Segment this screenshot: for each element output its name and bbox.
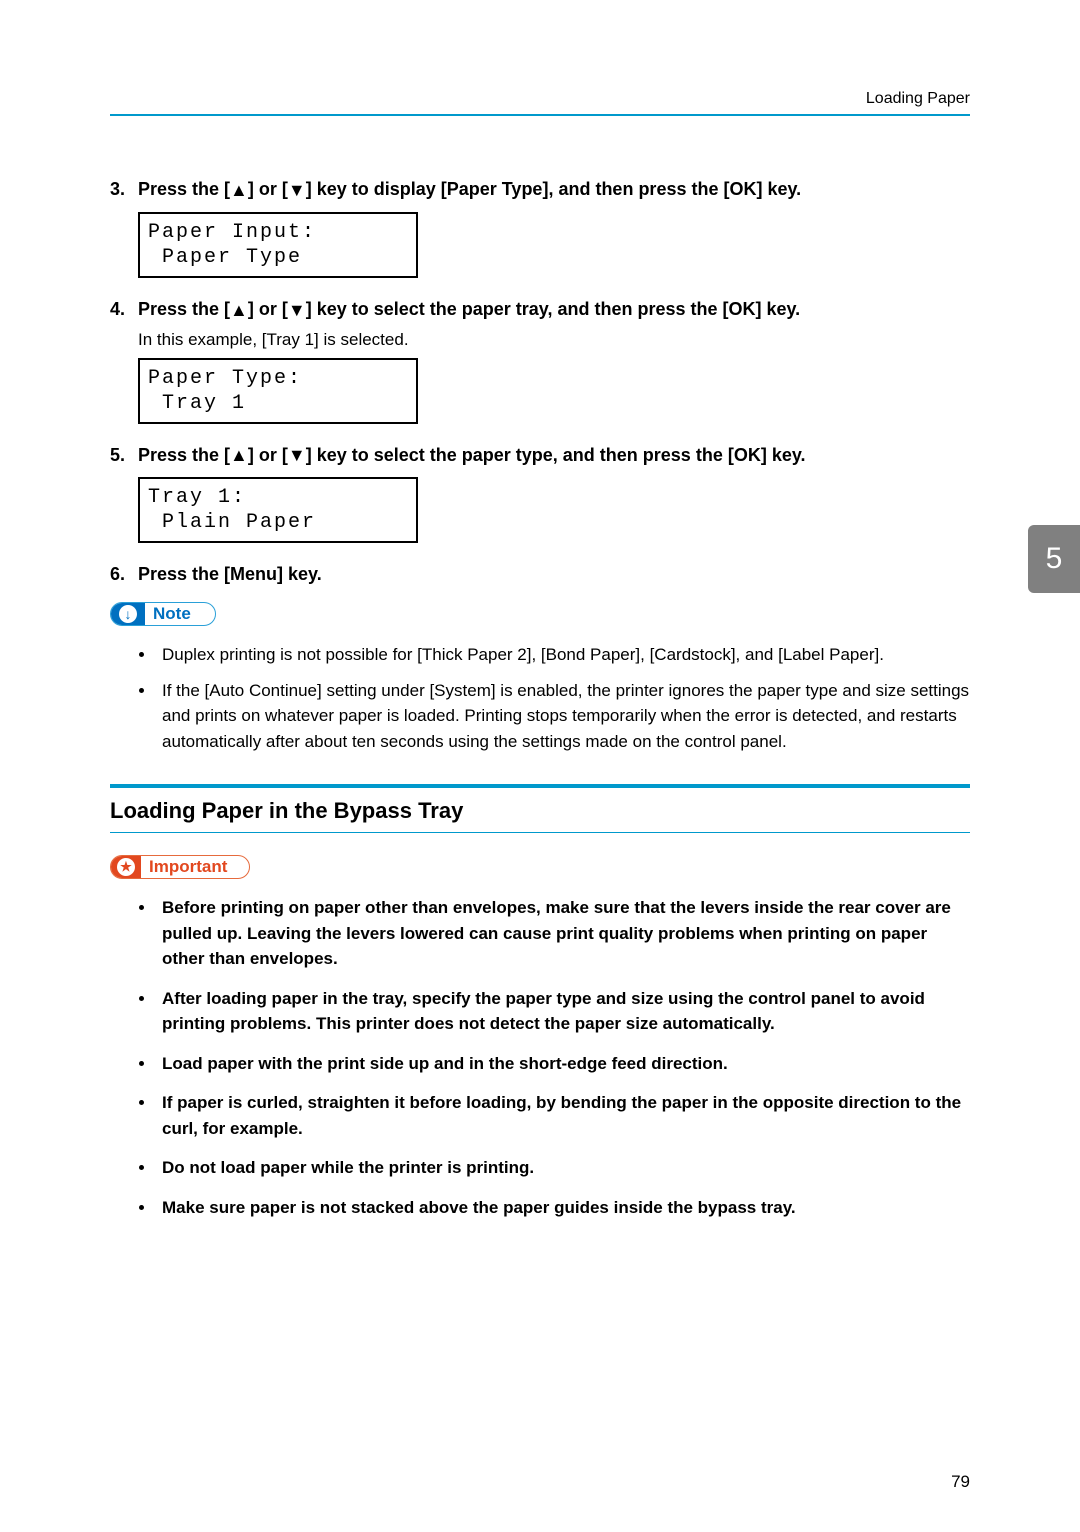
chapter-tab: 5	[1028, 525, 1080, 593]
note-badge: ↓	[111, 603, 145, 625]
note-callout: ↓ Note	[110, 602, 970, 626]
lcd-line-2: Tray 1	[148, 391, 408, 416]
step-number: 5.	[110, 442, 125, 469]
lcd-display: Paper Type: Tray 1	[138, 358, 418, 424]
step-text-post: ] key to select the paper type, and then…	[306, 445, 806, 465]
lcd-line-1: Paper Input:	[148, 220, 408, 245]
up-arrow-icon: ▲	[230, 442, 248, 469]
step-text: Press the [▲] or [▼] key to display [Pap…	[138, 176, 970, 204]
important-bullet: After loading paper in the tray, specify…	[156, 986, 970, 1037]
step-text: Press the [Menu] key.	[138, 561, 970, 588]
lcd-line-1: Paper Type:	[148, 366, 408, 391]
up-arrow-icon: ▲	[230, 297, 248, 324]
lcd-display: Paper Input: Paper Type	[138, 212, 418, 278]
important-callout: ★ Important	[110, 855, 970, 879]
down-arrow-icon: ▼	[288, 297, 306, 324]
section-heading: Loading Paper in the Bypass Tray	[110, 784, 970, 833]
important-bullet: Before printing on paper other than enve…	[156, 895, 970, 972]
step-number: 4.	[110, 296, 125, 323]
page-header-breadcrumb: Loading Paper	[110, 90, 970, 108]
step-subtext: In this example, [Tray 1] is selected.	[138, 330, 970, 350]
important-bullet: Do not load paper while the printer is p…	[156, 1155, 970, 1181]
important-bullet: Make sure paper is not stacked above the…	[156, 1195, 970, 1221]
note-label: Note	[145, 604, 191, 624]
step-text-mid: ] or [	[248, 179, 288, 199]
lcd-display: Tray 1: Plain Paper	[138, 477, 418, 543]
important-badge: ★	[111, 856, 141, 878]
step-text-post: ] key to select the paper tray, and then…	[306, 299, 800, 319]
step-text-mid: ] or [	[248, 299, 288, 319]
important-bullet: If paper is curled, straighten it before…	[156, 1090, 970, 1141]
lcd-line-1: Tray 1:	[148, 485, 408, 510]
step-text: Press the [▲] or [▼] key to select the p…	[138, 296, 970, 324]
down-arrow-icon: ▼	[288, 177, 306, 204]
step-text-pre: Press the [	[138, 179, 230, 199]
note-icon: ↓	[119, 605, 137, 623]
important-bullet-list: Before printing on paper other than enve…	[110, 895, 970, 1220]
step-text: Press the [▲] or [▼] key to select the p…	[138, 442, 970, 470]
lcd-line-2: Paper Type	[148, 245, 408, 270]
note-bullet: If the [Auto Continue] setting under [Sy…	[156, 678, 970, 755]
step-5: 5. Press the [▲] or [▼] key to select th…	[110, 442, 970, 544]
header-rule	[110, 114, 970, 116]
lcd-line-2: Plain Paper	[148, 510, 408, 535]
up-arrow-icon: ▲	[230, 177, 248, 204]
page-number: 79	[951, 1472, 970, 1492]
step-number: 3.	[110, 176, 125, 203]
down-arrow-icon: ▼	[288, 442, 306, 469]
step-6: 6. Press the [Menu] key.	[110, 561, 970, 588]
step-text-pre: Press the [	[138, 299, 230, 319]
step-3: 3. Press the [▲] or [▼] key to display […	[110, 176, 970, 278]
step-4: 4. Press the [▲] or [▼] key to select th…	[110, 296, 970, 424]
step-text-mid: ] or [	[248, 445, 288, 465]
note-bullet-list: Duplex printing is not possible for [Thi…	[110, 642, 970, 754]
important-label: Important	[141, 857, 227, 877]
important-bullet: Load paper with the print side up and in…	[156, 1051, 970, 1077]
step-text-pre: Press the [	[138, 445, 230, 465]
note-bullet: Duplex printing is not possible for [Thi…	[156, 642, 970, 668]
important-icon: ★	[117, 858, 135, 876]
step-number: 6.	[110, 561, 125, 588]
step-text-post: ] key to display [Paper Type], and then …	[306, 179, 801, 199]
